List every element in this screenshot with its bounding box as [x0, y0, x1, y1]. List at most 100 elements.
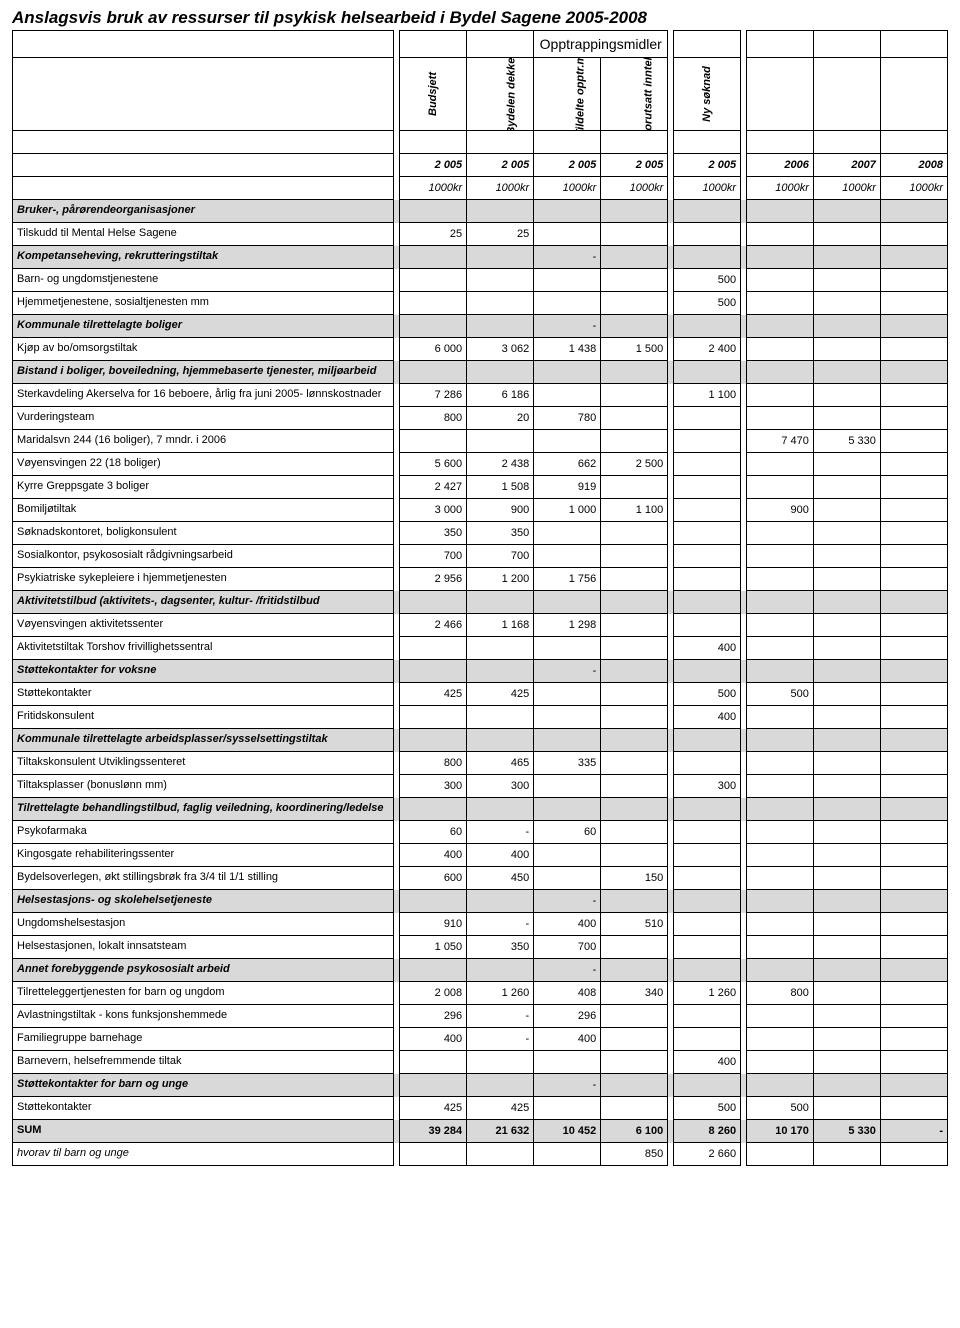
cell: 296: [534, 1005, 601, 1028]
cell: [400, 292, 467, 315]
cell: -: [534, 315, 601, 338]
cell: -: [534, 959, 601, 982]
cell: [813, 867, 880, 890]
cell: 10 452: [534, 1120, 601, 1143]
cell: [880, 1074, 947, 1097]
cell: [880, 292, 947, 315]
cell: 350: [400, 522, 467, 545]
page-title: Anslagsvis bruk av ressurser til psykisk…: [12, 8, 948, 28]
cell: 6 186: [467, 384, 534, 407]
cell: 5 330: [813, 1120, 880, 1143]
cell: [400, 246, 467, 269]
cell: [467, 200, 534, 223]
opptrap-header: Opptrappingsmidler: [534, 31, 668, 58]
row-label: Kommunale tilrettelagte arbeidsplasser/s…: [13, 729, 394, 752]
table-row: Familiegruppe barnehage400-400: [13, 1028, 948, 1051]
cell: [601, 522, 668, 545]
cell: [534, 798, 601, 821]
cell: 300: [467, 775, 534, 798]
cell: [813, 982, 880, 1005]
cell: [746, 913, 813, 936]
cell: [746, 844, 813, 867]
cell: 340: [601, 982, 668, 1005]
cell: [746, 269, 813, 292]
cell: [880, 430, 947, 453]
row-label: Støttekontakter for barn og unge: [13, 1074, 394, 1097]
cell: 400: [534, 1028, 601, 1051]
table-row: Støttekontakter425425500500: [13, 683, 948, 706]
cell: [746, 568, 813, 591]
row-label: Bydelsoverlegen, økt stillingsbrøk fra 3…: [13, 867, 394, 890]
cell: [534, 729, 601, 752]
row-label: SUM: [13, 1120, 394, 1143]
cell: 400: [674, 1051, 741, 1074]
row-label: Søknadskontoret, boligkonsulent: [13, 522, 394, 545]
cell: 60: [534, 821, 601, 844]
cell: 3 000: [400, 499, 467, 522]
row-label: Støttekontakter: [13, 1097, 394, 1120]
cell: [400, 637, 467, 660]
year-cell: 2 005: [400, 154, 467, 177]
cell: 25: [467, 223, 534, 246]
cell: [400, 706, 467, 729]
cell: [880, 637, 947, 660]
cell: [880, 798, 947, 821]
cell: [601, 821, 668, 844]
cell: 600: [400, 867, 467, 890]
cell: 400: [400, 844, 467, 867]
cell: [746, 453, 813, 476]
cell: [601, 591, 668, 614]
cell: [674, 1005, 741, 1028]
cell: [674, 821, 741, 844]
cell: [467, 729, 534, 752]
cell: [880, 384, 947, 407]
cell: [674, 200, 741, 223]
cell: [880, 246, 947, 269]
row-label: Aktivitetstilbud (aktivitets-, dagsenter…: [13, 591, 394, 614]
cell: 450: [467, 867, 534, 890]
cell: 1 508: [467, 476, 534, 499]
cell: [674, 752, 741, 775]
cell: [880, 821, 947, 844]
cell: [674, 476, 741, 499]
cell: [813, 637, 880, 660]
cell: 1 000: [534, 499, 601, 522]
table-row: Vøyensvingen aktivitetssenter2 4661 1681…: [13, 614, 948, 637]
cell: -: [467, 1005, 534, 1028]
cell: [467, 660, 534, 683]
cell: 7 286: [400, 384, 467, 407]
cell: [813, 361, 880, 384]
cell: [601, 1005, 668, 1028]
cell: [674, 315, 741, 338]
cell: -: [880, 1120, 947, 1143]
table-row: Tiltaksplasser (bonuslønn mm)300300300: [13, 775, 948, 798]
cell: [813, 1097, 880, 1120]
cell: [746, 407, 813, 430]
cell: [674, 1028, 741, 1051]
cell: [813, 292, 880, 315]
table-row: 1000kr 1000kr 1000kr 1000kr 1000kr 1000k…: [13, 177, 948, 200]
row-label: Støttekontakter for voksne: [13, 660, 394, 683]
table-row: Bydelsoverlegen, økt stillingsbrøk fra 3…: [13, 867, 948, 890]
table-row: Barn- og ungdomstjenestene500: [13, 269, 948, 292]
cell: 5 600: [400, 453, 467, 476]
cell: [674, 729, 741, 752]
cell: [534, 522, 601, 545]
cell: [746, 1028, 813, 1051]
cell: [746, 246, 813, 269]
cell: [601, 476, 668, 499]
cell: [674, 936, 741, 959]
cell: 400: [400, 1028, 467, 1051]
cell: [880, 1028, 947, 1051]
cell: [746, 614, 813, 637]
cell: 425: [467, 1097, 534, 1120]
cell: 425: [467, 683, 534, 706]
cell: [880, 867, 947, 890]
cell: [400, 890, 467, 913]
year-cell: 2 005: [534, 154, 601, 177]
col-header: Ny søknad: [674, 58, 741, 131]
table-row: Sosialkontor, psykososialt rådgivningsar…: [13, 545, 948, 568]
cell: [746, 315, 813, 338]
cell: 700: [467, 545, 534, 568]
year-cell: 2007: [813, 154, 880, 177]
